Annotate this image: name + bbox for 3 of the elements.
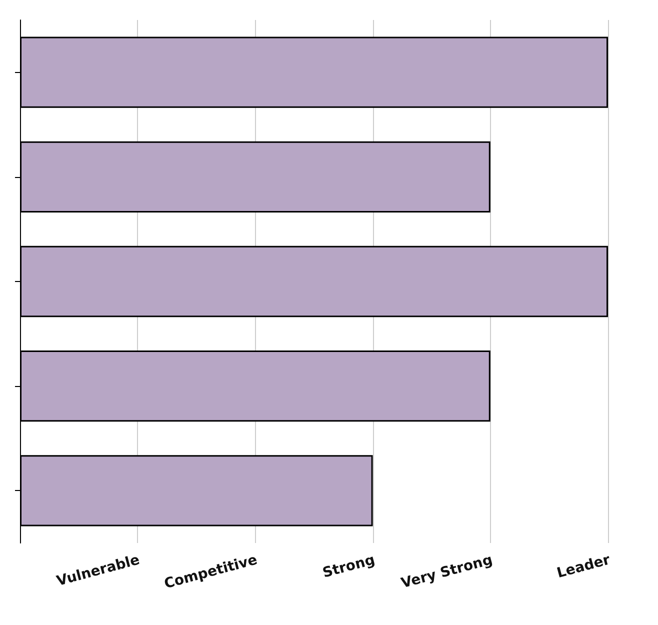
text: Very Strong <box>400 552 494 592</box>
text: Leader <box>555 552 612 582</box>
text: Strong <box>321 552 377 582</box>
